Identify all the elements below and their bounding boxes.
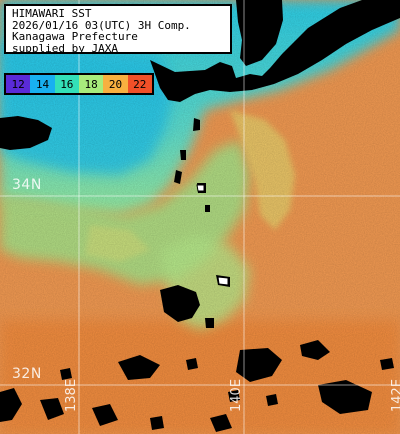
sagami-coast xyxy=(150,0,400,102)
info-title: HIMAWARI SST xyxy=(12,7,92,20)
info-box: HIMAWARI SST 2026/01/16 03(UTC) 3H Comp.… xyxy=(4,4,232,54)
mikurajima xyxy=(205,205,210,212)
scale-cell-22: 22 xyxy=(127,75,152,93)
lon-label-138e: 138E xyxy=(64,378,79,412)
islands-white xyxy=(196,184,229,286)
lat-label-32n: 32N xyxy=(12,366,42,382)
scale-cell-16: 16 xyxy=(54,75,79,93)
cloud-masks xyxy=(0,340,394,432)
lat-label-34n: 34N xyxy=(12,177,42,193)
izu-peninsula xyxy=(0,116,52,150)
oshima xyxy=(193,118,200,131)
scale-cell-14: 14 xyxy=(30,75,55,93)
land xyxy=(0,0,400,328)
scale-cell-18: 18 xyxy=(78,75,104,93)
temperature-scale: 12 14 16 18 20 22 xyxy=(4,73,154,95)
scale-cell-12: 12 xyxy=(6,75,31,93)
lon-label-140e: 140E xyxy=(229,378,244,412)
info-region: Kanagawa Prefecture xyxy=(12,30,138,43)
kozushima xyxy=(174,170,182,184)
info-date: 2026/01/16 03(UTC) 3H Comp. xyxy=(12,18,191,32)
niijima xyxy=(180,150,186,160)
lon-label-142e: 142E xyxy=(390,378,400,412)
scale-cell-20: 20 xyxy=(103,75,128,93)
cloud-patch-small xyxy=(205,318,214,328)
info-supplier: supplied by JAXA xyxy=(12,41,118,55)
cloud-patch-center xyxy=(160,285,200,322)
boso-peninsula xyxy=(236,0,283,66)
